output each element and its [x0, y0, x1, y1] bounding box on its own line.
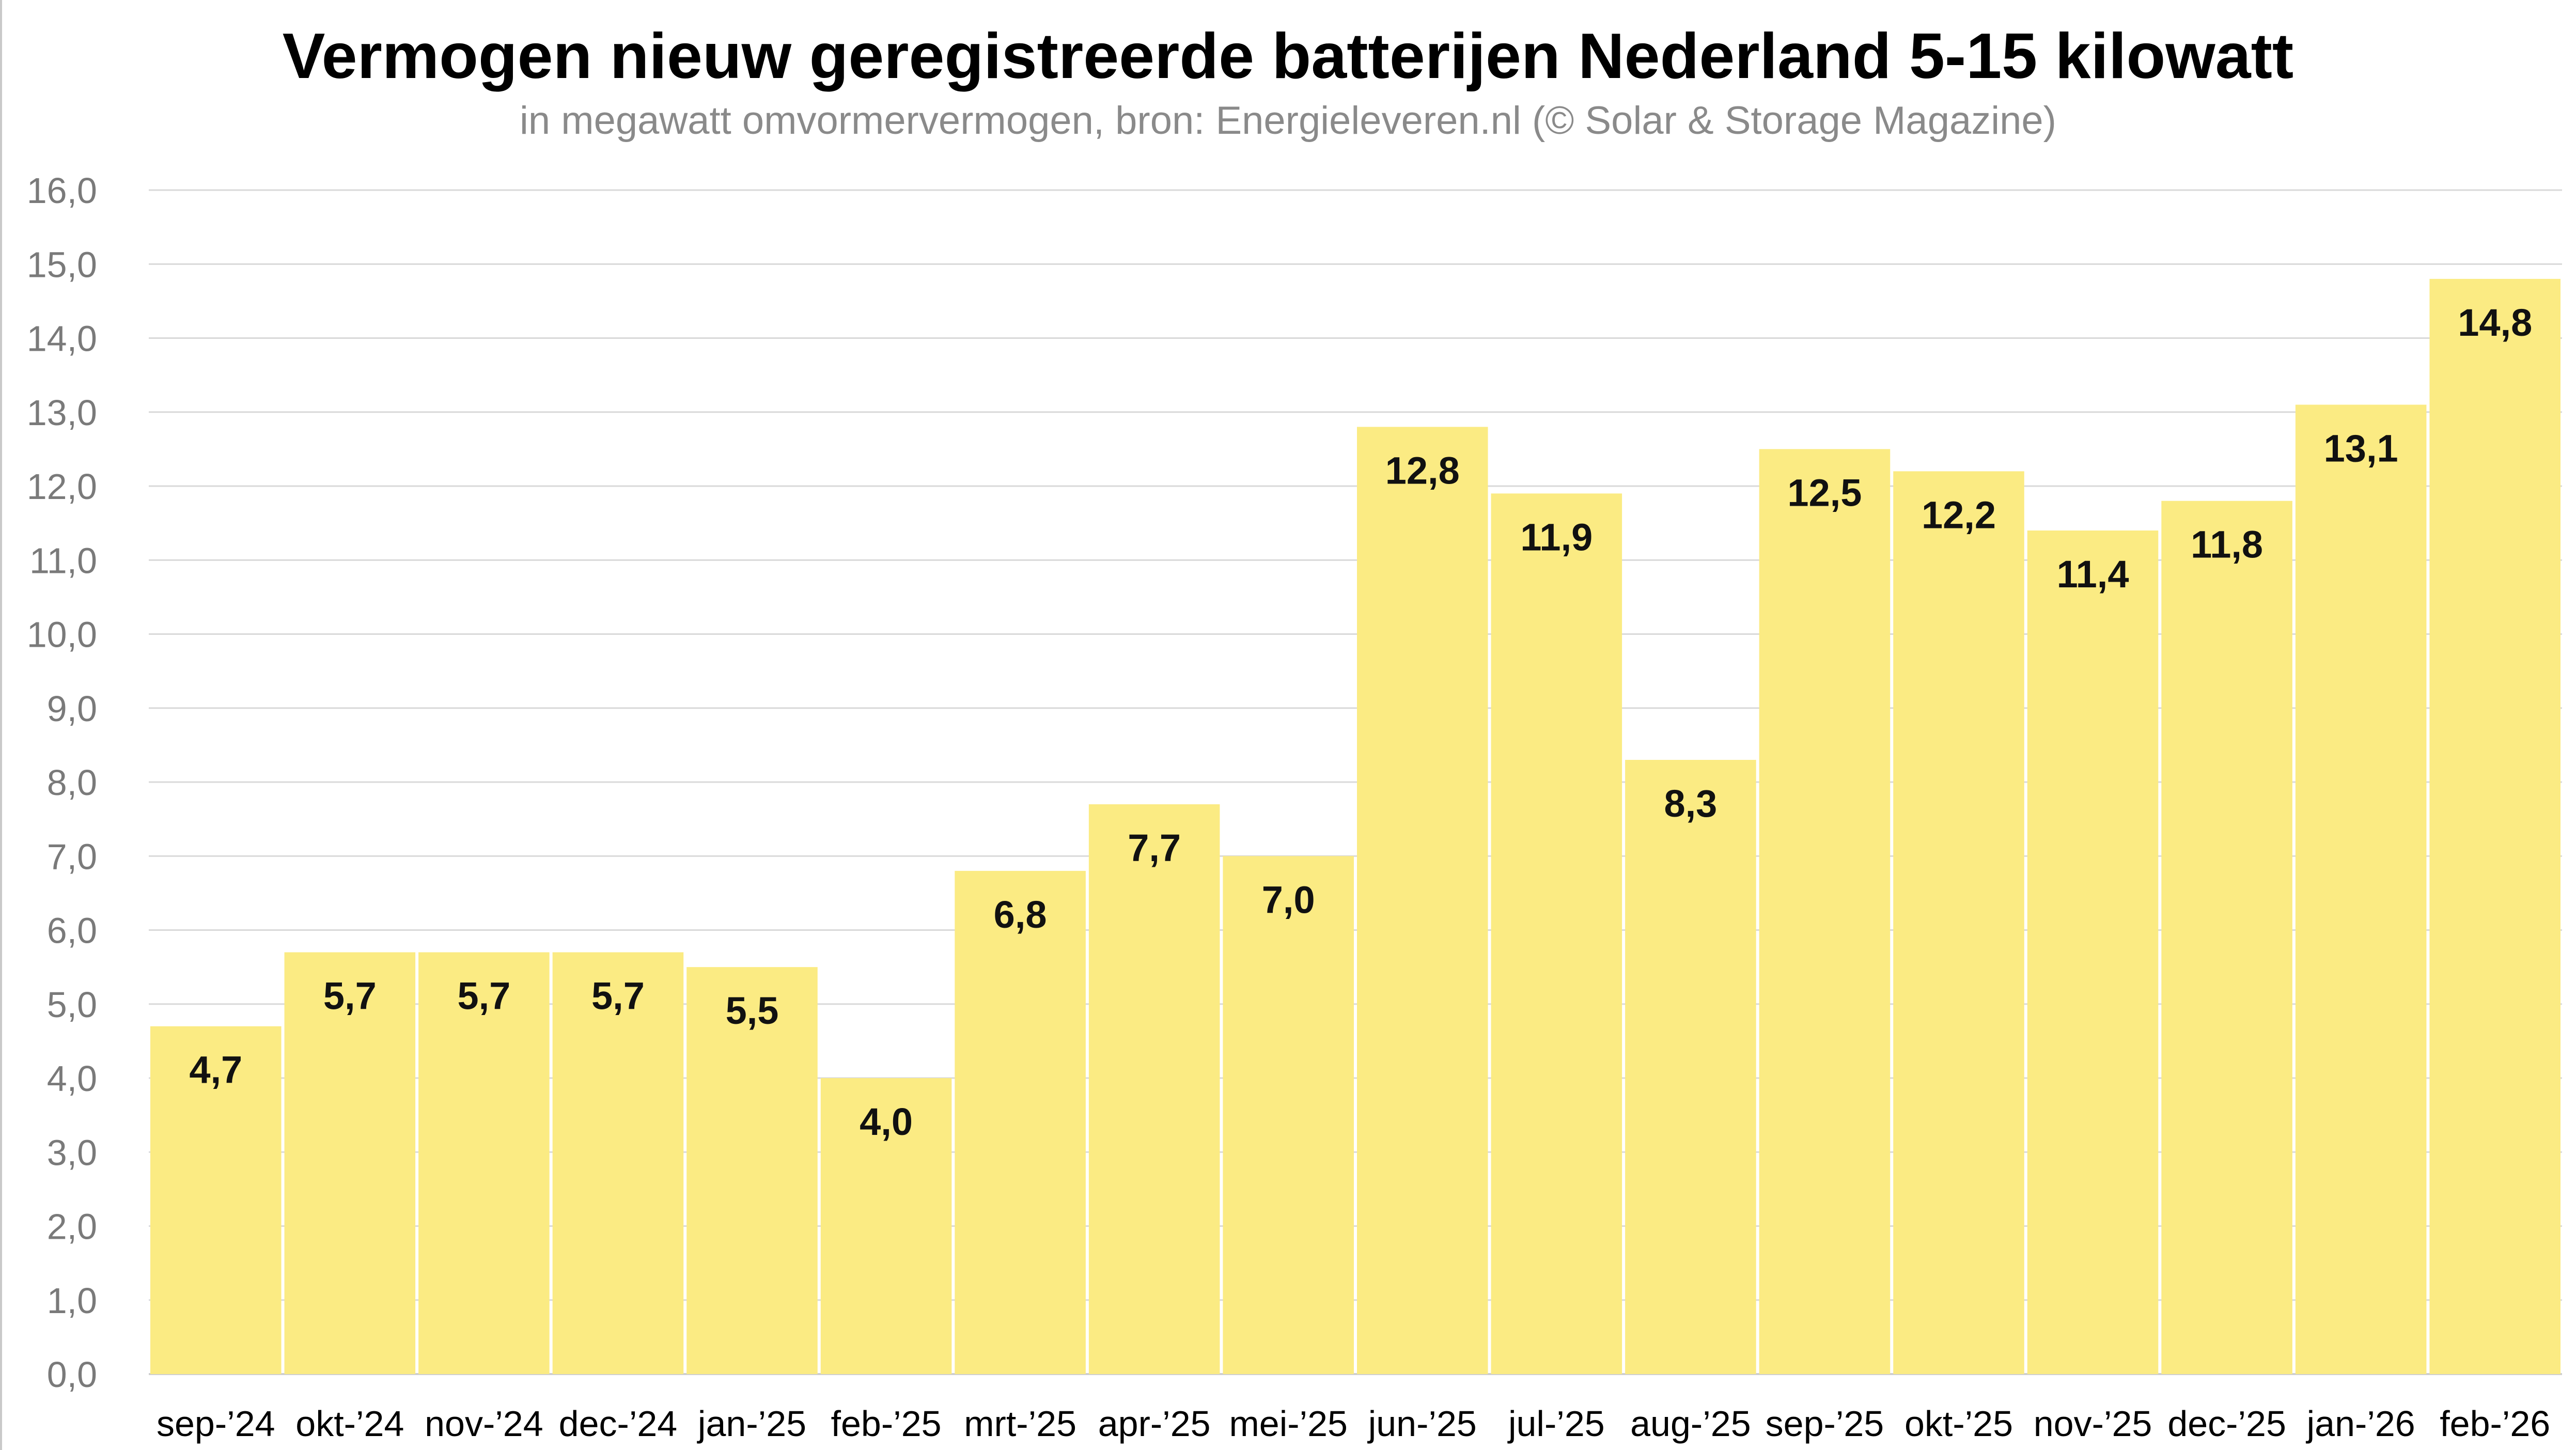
bar [2161, 501, 2292, 1374]
y-tick-label: 9,0 [47, 689, 97, 729]
bar [552, 952, 684, 1374]
x-category-label: jun-’25 [1367, 1404, 1477, 1444]
bars [150, 278, 2561, 1375]
bar-value-label: 12,2 [1922, 493, 1996, 536]
bar [150, 1026, 282, 1374]
x-category-label: sep-’24 [157, 1404, 275, 1444]
y-tick-label: 10,0 [27, 615, 97, 655]
x-category-label: sep-’25 [1766, 1404, 1884, 1444]
bar-value-label: 5,7 [323, 974, 377, 1017]
bar-value-label: 7,7 [1128, 827, 1181, 869]
bar-value-label: 5,7 [457, 974, 510, 1017]
y-tick-label: 4,0 [47, 1058, 97, 1099]
bar-value-label: 6,8 [994, 893, 1047, 936]
bar [820, 1078, 952, 1374]
chart-title: Vermogen nieuw geregistreerde batterijen… [282, 21, 2294, 92]
y-tick-label: 13,0 [27, 393, 97, 433]
bar-value-label: 12,8 [1385, 449, 1460, 492]
y-tick-label: 2,0 [47, 1207, 97, 1247]
bar-value-label: 5,7 [591, 974, 645, 1017]
x-category-label: jan-’25 [697, 1404, 806, 1444]
x-category-label: nov-’25 [2034, 1404, 2152, 1444]
bar-value-label: 8,3 [1664, 782, 1717, 825]
y-tick-label: 16,0 [27, 170, 97, 211]
bar-value-label: 4,7 [189, 1049, 242, 1092]
bar [2295, 404, 2427, 1374]
bar-value-label: 13,1 [2324, 427, 2398, 470]
bar [955, 870, 1086, 1374]
y-tick-label: 5,0 [47, 985, 97, 1025]
x-category-label: nov-’24 [425, 1404, 543, 1444]
bar [2027, 530, 2159, 1374]
y-tick-label: 8,0 [47, 762, 97, 803]
x-category-label: dec-’25 [2167, 1404, 2286, 1444]
bar-value-label: 7,0 [1262, 878, 1315, 921]
left-frame-line [0, 0, 2, 1450]
gridlines [149, 189, 2562, 1375]
x-category-label: aug-’25 [1630, 1404, 1751, 1444]
x-category-label: apr-’25 [1098, 1404, 1211, 1444]
bar [1759, 449, 1891, 1374]
bar-value-labels: 4,7 5,7 5,7 5,7 5,5 4,0 6,8 7,7 7,0 12,8 11,9 8,3 12… [189, 301, 2532, 1143]
x-category-label: dec-’24 [559, 1404, 678, 1444]
bar [1088, 804, 1220, 1374]
bar-value-label: 11,8 [2191, 523, 2263, 566]
x-category-label: feb-’26 [2440, 1404, 2550, 1444]
y-tick-label: 15,0 [27, 244, 97, 285]
x-category-label: okt-’25 [1904, 1404, 2013, 1444]
y-tick-label: 0,0 [47, 1354, 97, 1395]
y-tick-label: 11,0 [29, 540, 97, 581]
x-category-label: okt-’24 [295, 1404, 404, 1444]
y-tick-label: 3,0 [47, 1132, 97, 1173]
y-tick-label: 12,0 [27, 466, 97, 507]
x-category-label: mei-’25 [1229, 1404, 1348, 1444]
bar-value-label: 4,0 [860, 1100, 913, 1143]
bar [1625, 760, 1756, 1374]
y-tick-label: 14,0 [27, 319, 97, 359]
bar-value-label: 11,9 [1520, 516, 1593, 558]
y-tick-label: 6,0 [47, 911, 97, 951]
bar [1893, 471, 2024, 1374]
bar-value-label: 12,5 [1787, 471, 1862, 514]
y-axis-tick-labels: 0,0 1,0 2,0 3,0 4,0 5,0 6,0 7,0 8,0 9,0 10,0 11,0 12… [27, 170, 97, 1395]
y-tick-label: 1,0 [47, 1281, 97, 1321]
x-category-label: jul-’25 [1507, 1404, 1605, 1444]
bar [1357, 427, 1488, 1374]
bar-value-label: 11,4 [2057, 553, 2129, 596]
x-axis-category-labels: sep-’24 okt-’24 nov-’24 dec-’24 jan-’25 feb-’… [157, 1404, 2550, 1444]
x-category-label: mrt-’25 [964, 1404, 1076, 1444]
x-category-label: jan-’26 [2306, 1404, 2415, 1444]
x-category-label: feb-’25 [831, 1404, 942, 1444]
bar [1491, 493, 1622, 1375]
bar [1223, 856, 1354, 1374]
bar [2429, 278, 2561, 1375]
bar-value-label: 5,5 [726, 989, 779, 1032]
bar [284, 952, 416, 1374]
bar [686, 967, 818, 1374]
chart-subtitle: in megawatt omvormervermogen, bron: Ener… [520, 99, 2056, 143]
bar-value-label: 14,8 [2458, 301, 2532, 344]
y-tick-label: 7,0 [47, 836, 97, 877]
bar [418, 952, 550, 1374]
